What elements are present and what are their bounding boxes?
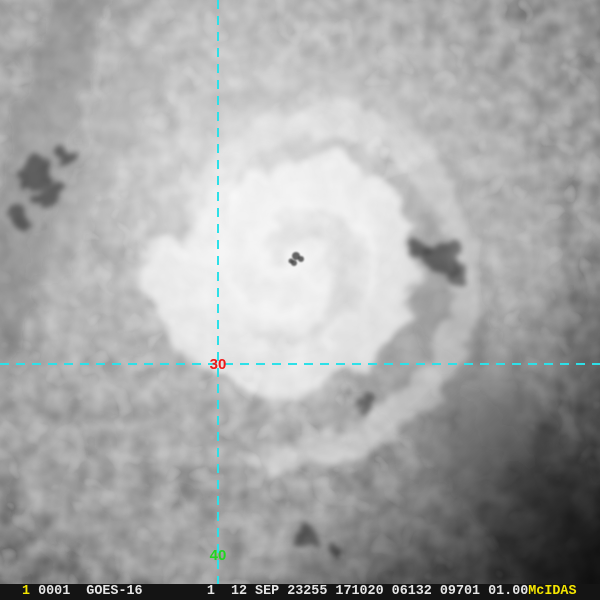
svg-text:30: 30 [210,356,227,373]
svg-text:40: 40 [210,547,227,564]
